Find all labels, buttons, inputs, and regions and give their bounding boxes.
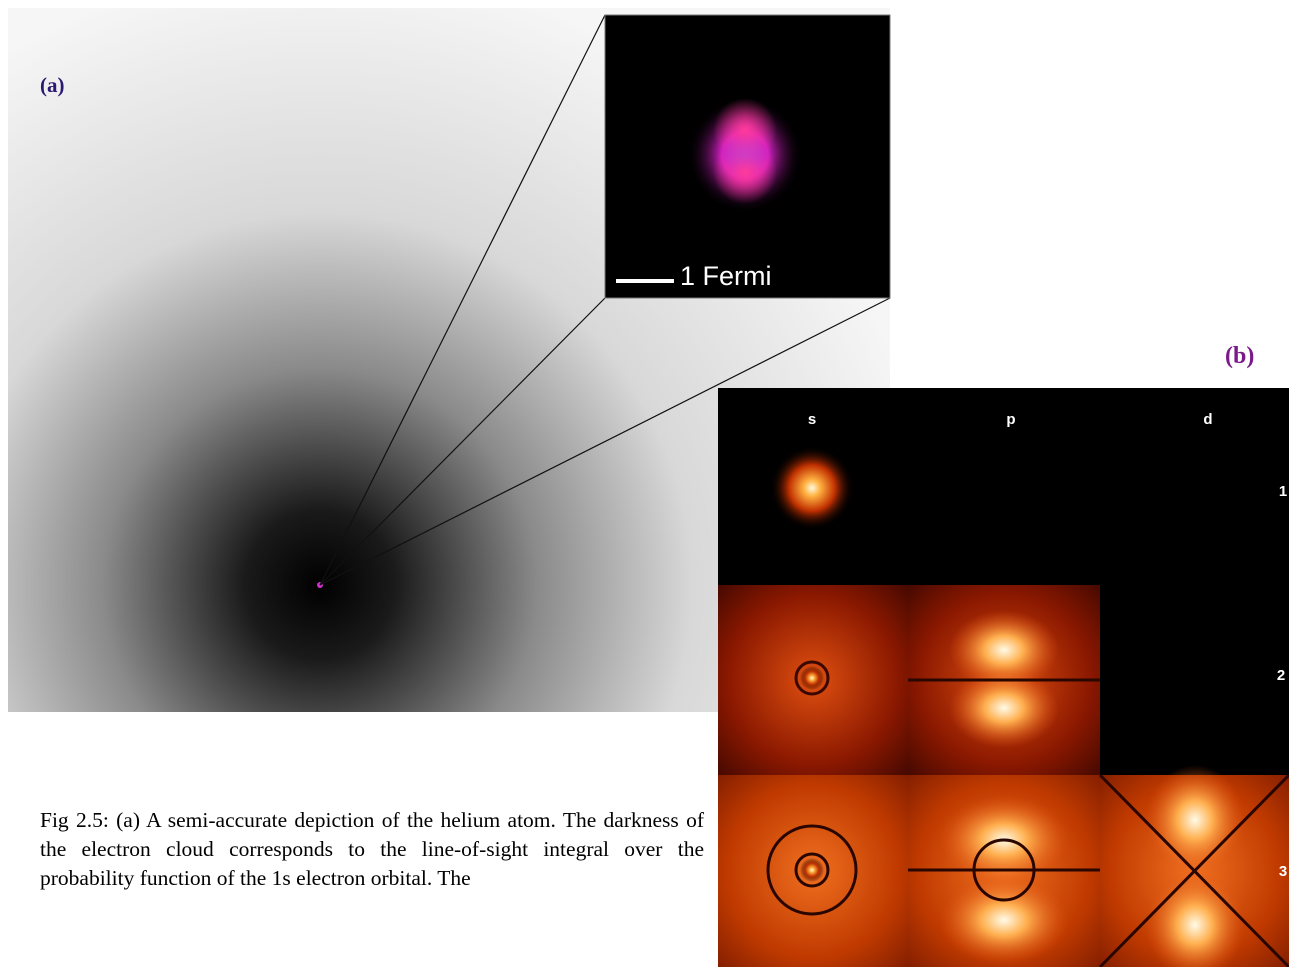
core <box>800 858 824 882</box>
row-label: 1 <box>1279 483 1287 500</box>
column-label: s <box>808 411 816 428</box>
page: 1 Fermi (a) (b) s p d 1 2 3 Fig 2.5: (a)… <box>0 0 1289 967</box>
column-label: d <box>1203 411 1212 428</box>
lobe <box>1145 765 1245 875</box>
panel-label: (b) <box>1225 343 1254 369</box>
scale-label: 1 Fermi <box>680 261 772 291</box>
proton <box>713 140 777 204</box>
scale-bar <box>616 279 674 283</box>
row-label: 3 <box>1279 863 1287 880</box>
caption: Fig 2.5: (a) A semi-accurate depiction o… <box>40 806 704 893</box>
core <box>800 666 824 690</box>
orbital-1s <box>770 446 854 530</box>
row-label: 2 <box>1277 667 1285 684</box>
panel-label: (a) <box>40 73 65 97</box>
column-label: p <box>1006 411 1015 428</box>
lobe <box>939 875 1069 965</box>
